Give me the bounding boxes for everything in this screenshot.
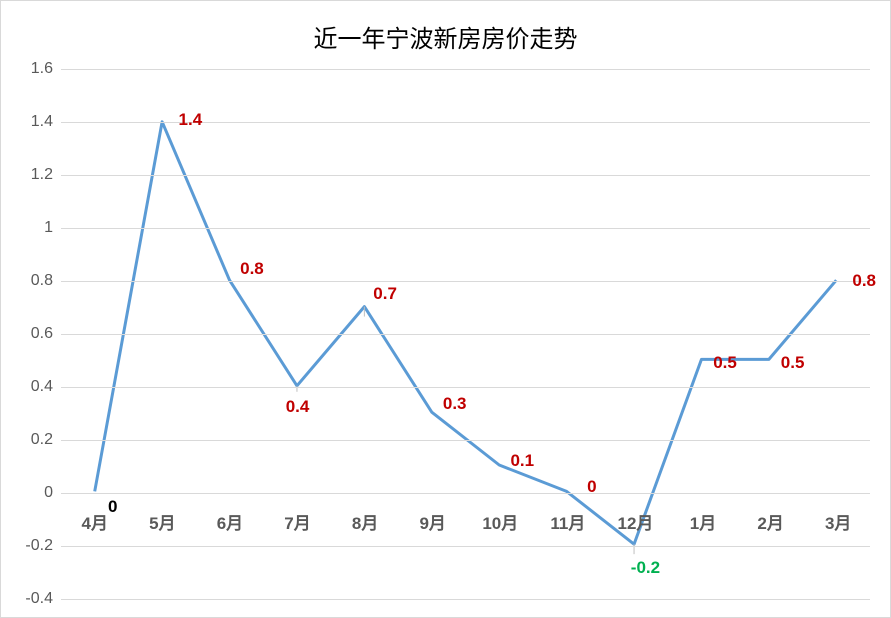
gridline (61, 69, 870, 70)
x-tick-label: 5月 (149, 509, 175, 534)
data-label: 0.8 (240, 259, 264, 279)
data-label: 0.5 (781, 353, 805, 373)
data-label: 0.7 (373, 284, 397, 304)
y-tick-label: 1 (44, 219, 53, 237)
gridline (61, 599, 870, 600)
y-tick-label: 0.6 (31, 325, 53, 343)
data-label: 0 (587, 477, 596, 497)
data-label: 0.8 (852, 271, 876, 291)
y-tick-label: 0.4 (31, 378, 53, 396)
line-path (95, 122, 837, 544)
x-tick-label: 12月 (617, 509, 653, 534)
x-tick-label: 9月 (419, 509, 445, 534)
line-series (61, 69, 870, 597)
x-tick-label: 3月 (825, 509, 851, 534)
y-tick-label: 0.8 (31, 272, 53, 290)
y-tick-label: -0.2 (25, 537, 53, 555)
x-tick-label: 7月 (284, 509, 310, 534)
gridline (61, 440, 870, 441)
y-tick-label: 1.2 (31, 166, 53, 184)
y-tick-label: 1.6 (31, 60, 53, 78)
y-tick-label: 0 (44, 484, 53, 502)
data-label: -0.2 (631, 558, 660, 578)
data-label: 1.4 (179, 110, 203, 130)
y-tick-label: -0.4 (25, 590, 53, 608)
y-tick-label: 0.2 (31, 431, 53, 449)
gridline (61, 387, 870, 388)
gridline (61, 228, 870, 229)
gridline (61, 546, 870, 547)
x-tick-label: 10月 (482, 509, 518, 534)
data-label: 0.4 (286, 397, 310, 417)
plot-area: -0.4-0.200.20.40.60.811.21.41.64月5月6月7月8… (61, 69, 870, 597)
data-label: 0.1 (510, 451, 534, 471)
chart-container: 近一年宁波新房房价走势 -0.4 -0.2 0 0.2 0.4 0.6 0.8 1 1.2 1.4… (0, 0, 891, 618)
data-label: 0 (108, 497, 117, 517)
x-tick-label: 8月 (352, 509, 378, 534)
gridline (61, 281, 870, 282)
gridline (61, 175, 870, 176)
x-tick-label: 2月 (757, 509, 783, 534)
x-tick-label: 1月 (690, 509, 716, 534)
x-tick-label: 4月 (82, 509, 108, 534)
y-tick-label: 1.4 (31, 113, 53, 131)
data-label: 0.5 (713, 353, 737, 373)
data-label: 0.3 (443, 394, 467, 414)
x-tick-label: 6月 (217, 509, 243, 534)
x-tick-label: 11月 (550, 509, 585, 534)
gridline (61, 493, 870, 494)
gridline (61, 334, 870, 335)
chart-title: 近一年宁波新房房价走势 (1, 1, 890, 54)
